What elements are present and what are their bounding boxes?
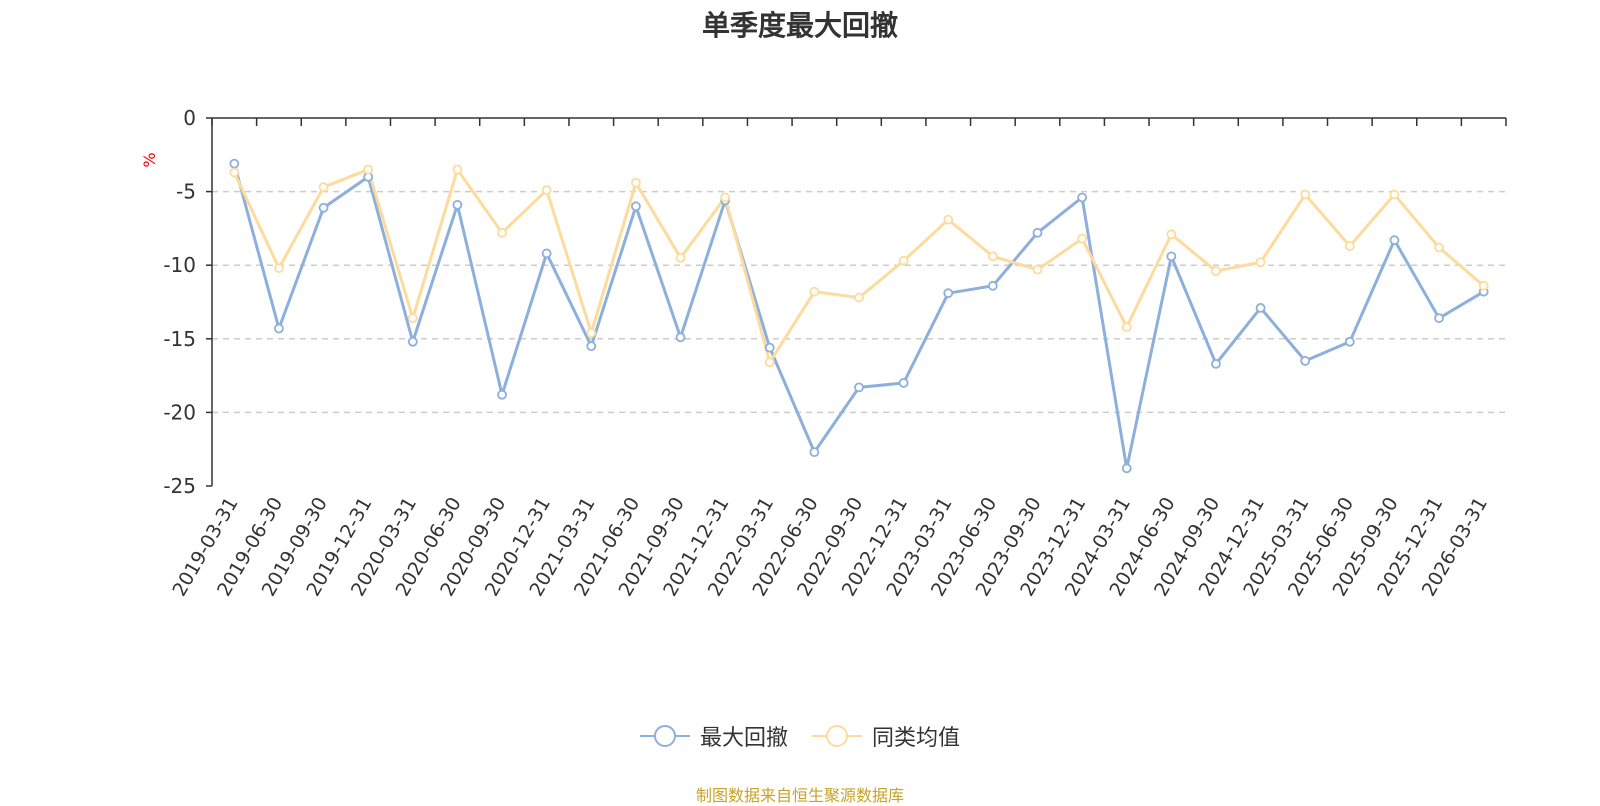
data-point-0[interactable] — [452, 199, 463, 210]
data-point-1[interactable] — [452, 164, 463, 175]
data-point-0[interactable] — [1032, 227, 1043, 238]
data-point-1[interactable] — [274, 263, 284, 274]
data-point-0[interactable] — [1121, 463, 1132, 474]
legend: 最大回撤 同类均值 — [0, 720, 1600, 752]
data-point-1[interactable] — [1478, 280, 1489, 291]
data-point-0[interactable] — [854, 382, 864, 393]
data-point-0[interactable] — [1255, 302, 1266, 313]
data-point-1[interactable] — [1121, 322, 1132, 332]
data-point-1[interactable] — [1389, 189, 1400, 200]
y-tick-label: -15 — [163, 327, 196, 351]
data-point-1[interactable] — [586, 328, 597, 338]
data-point-1[interactable] — [898, 255, 909, 266]
data-point-0[interactable] — [407, 336, 418, 347]
source-note: 制图数据来自恒生聚源数据库 — [695, 786, 904, 805]
legend-line-circle-icon — [639, 725, 690, 747]
data-point-1[interactable] — [1434, 242, 1444, 253]
data-point-1[interactable] — [541, 185, 552, 196]
legend-label: 最大回撤 — [699, 726, 788, 751]
data-point-0[interactable] — [809, 447, 820, 458]
data-point-1[interactable] — [1077, 233, 1088, 244]
data-point-1[interactable] — [987, 251, 998, 262]
data-point-1[interactable] — [318, 182, 329, 193]
data-point-1[interactable] — [854, 292, 864, 303]
data-point-0[interactable] — [675, 332, 686, 343]
data-point-0[interactable] — [229, 158, 240, 169]
legend-item-max-drawdown[interactable]: 最大回撤 — [639, 720, 788, 752]
data-point-0[interactable] — [1166, 251, 1177, 262]
y-tick-label: -20 — [163, 400, 196, 424]
data-point-1[interactable] — [630, 177, 641, 188]
data-point-0[interactable] — [1434, 313, 1444, 324]
data-point-0[interactable] — [1389, 235, 1400, 246]
data-point-0[interactable] — [274, 323, 284, 334]
data-point-0[interactable] — [630, 201, 641, 212]
data-point-1[interactable] — [1255, 257, 1266, 268]
data-point-0[interactable] — [764, 342, 775, 353]
data-point-0[interactable] — [1344, 336, 1355, 347]
y-axis-unit-label: % — [140, 152, 159, 167]
data-point-1[interactable] — [720, 192, 731, 203]
y-tick-label: 0 — [183, 106, 196, 130]
data-point-0[interactable] — [541, 248, 552, 259]
data-point-1[interactable] — [1211, 266, 1221, 276]
data-point-0[interactable] — [586, 341, 597, 352]
data-point-1[interactable] — [407, 313, 418, 324]
data-point-1[interactable] — [675, 252, 686, 263]
legend-item-peer-average[interactable]: 同类均值 — [812, 720, 960, 752]
y-tick-label: -5 — [176, 180, 196, 204]
grid-lines — [212, 190, 1506, 414]
data-point-1[interactable] — [229, 167, 240, 178]
data-point-0[interactable] — [1077, 192, 1088, 203]
data-point-1[interactable] — [764, 357, 775, 368]
y-tick-label: -10 — [163, 253, 196, 277]
data-point-1[interactable] — [809, 286, 820, 297]
data-point-1[interactable] — [943, 214, 954, 225]
data-point-0[interactable] — [1211, 358, 1221, 369]
data-point-1[interactable] — [363, 164, 374, 175]
data-point-1[interactable] — [1300, 189, 1311, 200]
data-point-0[interactable] — [318, 202, 329, 213]
chart-title: 单季度最大回撤 — [701, 9, 898, 42]
data-point-0[interactable] — [898, 378, 909, 388]
data-point-0[interactable] — [987, 280, 998, 291]
data-point-0[interactable] — [497, 389, 507, 400]
data-point-1[interactable] — [1344, 241, 1355, 251]
legend-label: 同类均值 — [872, 726, 961, 751]
legend-line-circle-icon — [812, 725, 862, 747]
y-tick-label: -25 — [163, 474, 196, 498]
series-layer — [229, 158, 1489, 474]
data-point-1[interactable] — [1166, 229, 1177, 240]
data-point-1[interactable] — [1032, 264, 1043, 275]
data-point-0[interactable] — [1300, 355, 1311, 366]
data-point-1[interactable] — [497, 227, 507, 238]
data-point-0[interactable] — [943, 288, 954, 299]
